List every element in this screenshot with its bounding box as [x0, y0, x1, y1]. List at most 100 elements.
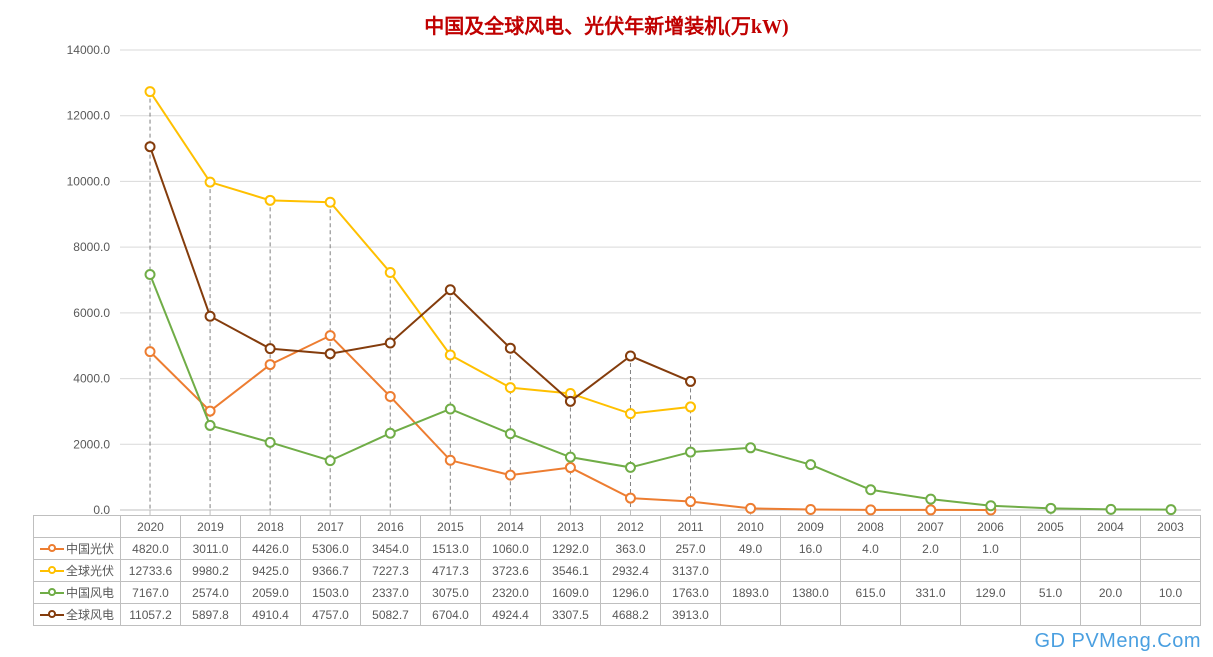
svg-text:0.0: 0.0	[93, 503, 110, 517]
data-table: 2020201920182017201620152014201320122011…	[33, 515, 1201, 626]
legend-cell-global_pv: 全球光伏	[34, 560, 121, 582]
svg-text:2000.0: 2000.0	[73, 437, 110, 451]
table-cell: 4757.0	[301, 604, 361, 626]
table-header-cell: 2003	[1141, 516, 1201, 538]
table-cell: 3075.0	[421, 582, 481, 604]
table-cell: 1893.0	[721, 582, 781, 604]
table-header-cell: 2013	[541, 516, 601, 538]
table-cell: 20.0	[1081, 582, 1141, 604]
table-cell: 3307.5	[541, 604, 601, 626]
table-cell: 9366.7	[301, 560, 361, 582]
table-header-cell: 2019	[181, 516, 241, 538]
table-cell: 4924.4	[481, 604, 541, 626]
legend-label: 中国风电	[66, 586, 114, 600]
table-cell: 1513.0	[421, 538, 481, 560]
table-cell	[961, 604, 1021, 626]
table-cell: 4717.3	[421, 560, 481, 582]
table-header-cell: 2007	[901, 516, 961, 538]
table-cell: 2932.4	[601, 560, 661, 582]
table-header-cell: 2015	[421, 516, 481, 538]
table-cell: 4426.0	[241, 538, 301, 560]
svg-text:12000.0: 12000.0	[67, 109, 111, 123]
legend-swatch	[40, 610, 64, 620]
table-cell: 1609.0	[541, 582, 601, 604]
table-header-cell: 2005	[1021, 516, 1081, 538]
table-cell: 7167.0	[121, 582, 181, 604]
table-cell: 2320.0	[481, 582, 541, 604]
svg-text:8000.0: 8000.0	[73, 240, 110, 254]
table-cell: 11057.2	[121, 604, 181, 626]
table-cell: 4688.2	[601, 604, 661, 626]
table-header-cell: 2020	[121, 516, 181, 538]
table-cell: 3011.0	[181, 538, 241, 560]
table-cell: 10.0	[1141, 582, 1201, 604]
table-cell: 1296.0	[601, 582, 661, 604]
table-cell: 12733.6	[121, 560, 181, 582]
table-cell	[1081, 538, 1141, 560]
data-table-body: 2020201920182017201620152014201320122011…	[34, 516, 1201, 626]
table-cell: 6704.0	[421, 604, 481, 626]
legend-cell-cn_wind: 中国风电	[34, 582, 121, 604]
table-cell	[961, 560, 1021, 582]
table-cell: 49.0	[721, 538, 781, 560]
table-cell	[1141, 538, 1201, 560]
legend-cell-global_wind: 全球风电	[34, 604, 121, 626]
legend-swatch	[40, 588, 64, 598]
table-cell: 3546.1	[541, 560, 601, 582]
table-header-cell: 2011	[661, 516, 721, 538]
table-header-cell: 2004	[1081, 516, 1141, 538]
table-cell: 363.0	[601, 538, 661, 560]
svg-text:4000.0: 4000.0	[73, 372, 110, 386]
legend-label: 中国光伏	[66, 542, 114, 556]
table-cell: 3913.0	[661, 604, 721, 626]
legend-label: 全球光伏	[66, 564, 114, 578]
table-cell: 2337.0	[361, 582, 421, 604]
watermark: GD PVMeng.Com	[1034, 630, 1201, 653]
table-header-cell: 2012	[601, 516, 661, 538]
table-cell: 9980.2	[181, 560, 241, 582]
table-cell: 257.0	[661, 538, 721, 560]
svg-text:10000.0: 10000.0	[67, 174, 111, 188]
table-cell	[1021, 604, 1081, 626]
table-cell: 9425.0	[241, 560, 301, 582]
table-header-cell: 2008	[841, 516, 901, 538]
table-cell: 2.0	[901, 538, 961, 560]
table-cell: 1763.0	[661, 582, 721, 604]
chart-title: 中国及全球风电、光伏年新增装机(万kW)	[0, 0, 1213, 45]
table-header-cell: 2014	[481, 516, 541, 538]
table-header-cell: 2016	[361, 516, 421, 538]
legend-cell-cn_pv: 中国光伏	[34, 538, 121, 560]
table-cell: 3723.6	[481, 560, 541, 582]
table-cell	[1141, 604, 1201, 626]
svg-text:14000.0: 14000.0	[67, 43, 111, 57]
legend-swatch	[40, 544, 64, 554]
table-cell: 4910.4	[241, 604, 301, 626]
table-cell: 1292.0	[541, 538, 601, 560]
table-cell: 331.0	[901, 582, 961, 604]
table-header-cell: 2006	[961, 516, 1021, 538]
table-cell: 5082.7	[361, 604, 421, 626]
table-cell: 1060.0	[481, 538, 541, 560]
table-cell: 2059.0	[241, 582, 301, 604]
table-cell: 4820.0	[121, 538, 181, 560]
table-cell	[721, 560, 781, 582]
table-cell	[781, 604, 841, 626]
table-cell: 7227.3	[361, 560, 421, 582]
svg-text:6000.0: 6000.0	[73, 306, 110, 320]
table-cell: 615.0	[841, 582, 901, 604]
chart-svg: 0.02000.04000.06000.08000.010000.012000.…	[120, 45, 1201, 515]
table-cell: 3137.0	[661, 560, 721, 582]
table-header-cell: 2018	[241, 516, 301, 538]
legend-swatch	[40, 566, 64, 576]
table-header-cell: 2010	[721, 516, 781, 538]
table-cell	[1021, 538, 1081, 560]
table-header-cell: 2017	[301, 516, 361, 538]
table-cell: 5306.0	[301, 538, 361, 560]
table-cell	[841, 560, 901, 582]
table-cell	[781, 560, 841, 582]
table-cell	[1081, 604, 1141, 626]
table-cell	[721, 604, 781, 626]
table-cell: 2574.0	[181, 582, 241, 604]
legend-label: 全球风电	[66, 608, 114, 622]
table-cell	[1141, 560, 1201, 582]
